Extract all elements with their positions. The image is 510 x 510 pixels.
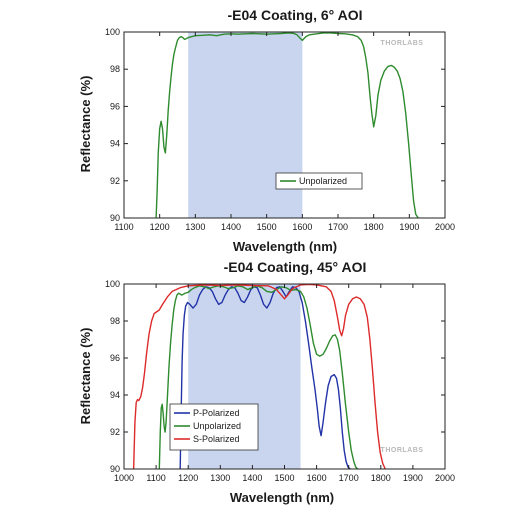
series-line-s-polarized xyxy=(132,284,386,469)
x-tick-label: 1500 xyxy=(274,473,294,483)
shaded-band xyxy=(188,32,303,218)
x-tick-label: 1600 xyxy=(292,222,312,232)
x-tick-label: 1100 xyxy=(114,222,133,232)
x-tick-label: 2000 xyxy=(435,222,455,232)
y-tick-label: 92 xyxy=(110,427,120,437)
x-tick-label: 1100 xyxy=(146,473,165,483)
legend-entry: Unpolarized xyxy=(193,421,241,431)
x-tick-label: 1300 xyxy=(185,222,205,232)
chart-title: -E04 Coating, 45° AOI xyxy=(224,259,367,275)
y-tick-label: 90 xyxy=(110,213,120,223)
y-tick-label: 98 xyxy=(110,316,120,326)
x-tick-label: 1600 xyxy=(307,473,327,483)
series-line-unpolarized xyxy=(158,285,359,469)
x-tick-label: 1800 xyxy=(371,473,391,483)
legend-entry: Unpolarized xyxy=(299,176,347,186)
y-tick-label: 100 xyxy=(105,27,120,37)
x-tick-label: 1300 xyxy=(210,473,230,483)
y-tick-label: 96 xyxy=(110,101,120,111)
chart-title: -E04 Coating, 6° AOI xyxy=(228,7,363,23)
legend-entry: P-Polarized xyxy=(193,408,240,418)
x-tick-label: 1400 xyxy=(221,222,241,232)
plot-area: 1000 1100 1200 1300 1400 1500 1600 1700 1800 1900… xyxy=(105,279,455,483)
legend: P-Polarized Unpolarized S-Polarized xyxy=(169,403,259,451)
plot-frame xyxy=(123,31,446,219)
chart-bottom: -E04 Coating, 45° AOI 1000 1100 1200 1300 14… xyxy=(78,259,455,505)
x-tick-label: 1800 xyxy=(364,222,384,232)
y-tick-label: 90 xyxy=(110,464,120,474)
legend-entry: S-Polarized xyxy=(193,434,240,444)
x-tick-label: 1700 xyxy=(339,473,359,483)
y-tick-label: 94 xyxy=(110,139,120,149)
y-tick-label: 98 xyxy=(110,64,120,74)
x-tick-label: 1900 xyxy=(403,473,423,483)
y-axis-label: Reflectance (%) xyxy=(78,328,93,425)
x-axis-label: Wavelength (nm) xyxy=(233,239,337,254)
x-tick-label: 1500 xyxy=(257,222,277,232)
legend: Unpolarized xyxy=(275,172,363,190)
x-tick-label: 1200 xyxy=(150,222,170,232)
legend-box xyxy=(275,172,363,190)
y-tick-label: 100 xyxy=(105,279,120,289)
y-axis-label: Reflectance (%) xyxy=(78,76,93,173)
brand-watermark: THORLABS xyxy=(381,447,424,454)
y-tick-label: 94 xyxy=(110,390,120,400)
x-axis-label: Wavelength (nm) xyxy=(230,490,334,505)
legend-box xyxy=(169,403,259,451)
y-tick-label: 92 xyxy=(110,176,120,186)
x-tick-label: 2000 xyxy=(435,473,455,483)
plot-area: 1100 1200 1300 1400 1500 1600 1700 1800 1900 2000… xyxy=(105,27,455,232)
series-line-p-polarized xyxy=(179,286,351,469)
series-line-unpolarized xyxy=(155,32,419,218)
brand-watermark: THORLABS xyxy=(381,40,424,47)
chart-top: -E04 Coating, 6° AOI 1100 1200 1300 1400 150… xyxy=(78,7,455,254)
x-tick-label: 1200 xyxy=(178,473,198,483)
x-tick-label: 1900 xyxy=(399,222,419,232)
x-tick-label: 1700 xyxy=(328,222,348,232)
x-tick-label: 1400 xyxy=(242,473,262,483)
x-tick-label: 1000 xyxy=(114,473,134,483)
y-tick-label: 96 xyxy=(110,353,120,363)
